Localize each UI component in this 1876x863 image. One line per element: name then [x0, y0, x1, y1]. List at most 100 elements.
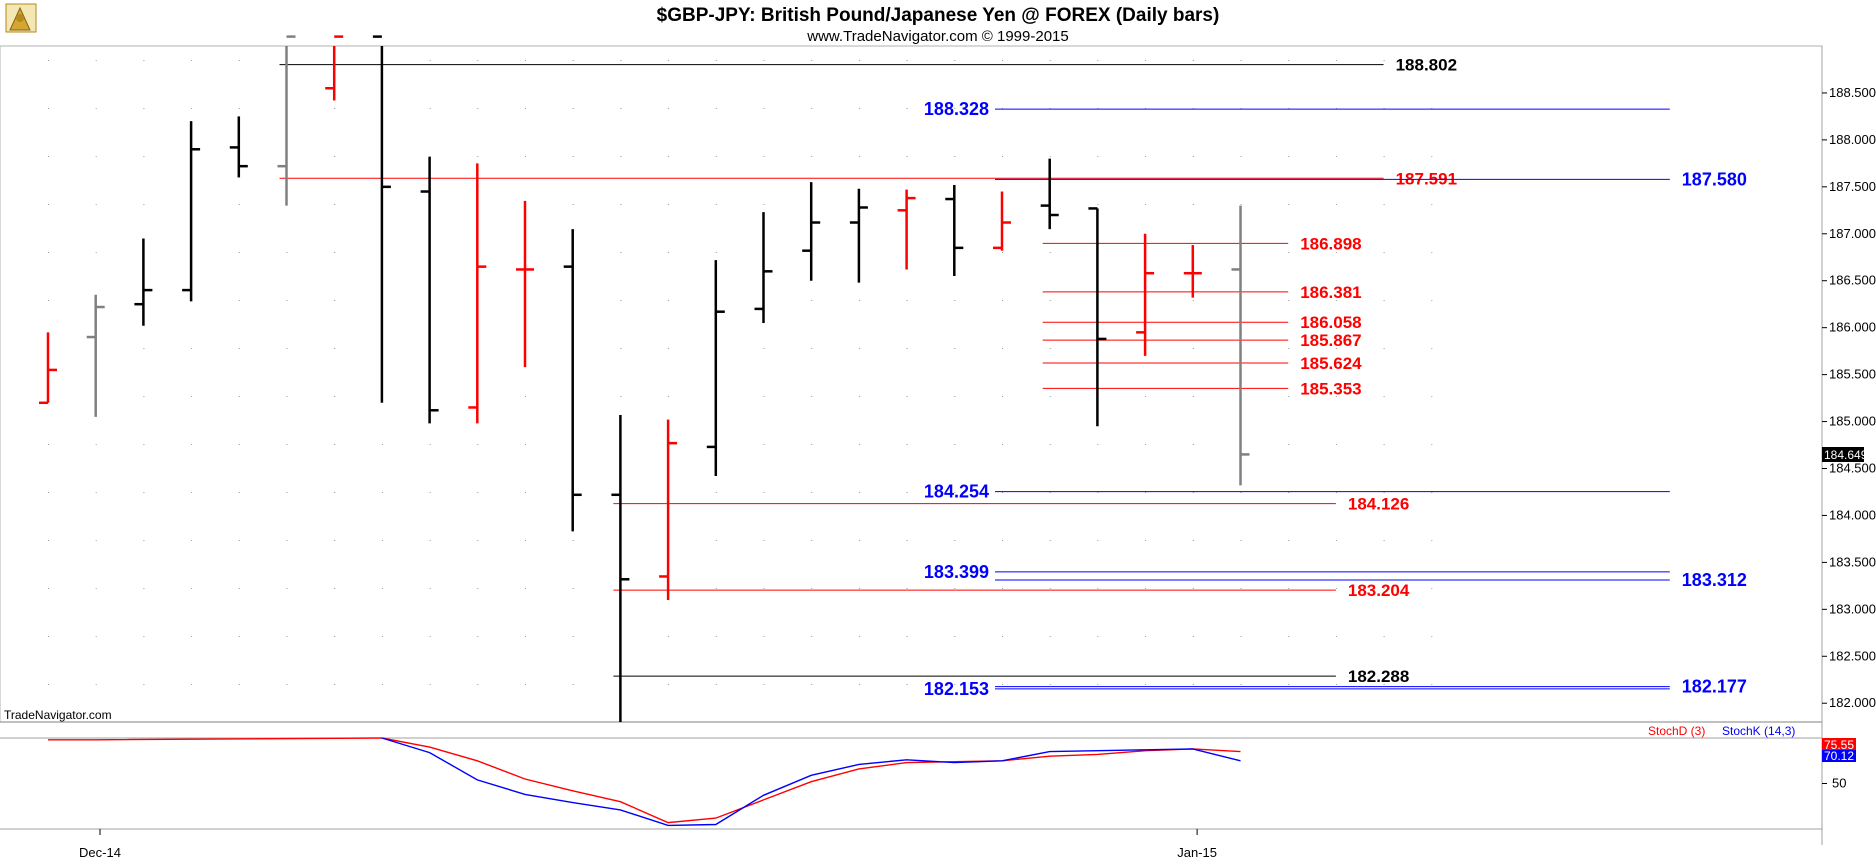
grid-dot [525, 588, 526, 589]
grid-dot [906, 300, 908, 301]
grid-dot [286, 636, 288, 637]
grid-dot [763, 204, 765, 205]
grid-dot [95, 252, 97, 253]
grid-dot [763, 60, 765, 61]
grid-dot [1145, 60, 1147, 61]
grid-dot [1145, 588, 1147, 589]
grid-dot [668, 300, 670, 301]
price-axis-tick-label: 183.000 [1829, 601, 1876, 616]
grid-dot [1288, 540, 1290, 541]
grid-dot [334, 444, 336, 445]
price-axis-tick-label: 182.000 [1829, 695, 1876, 710]
grid-dot [1240, 108, 1242, 109]
grid-dot [48, 108, 49, 109]
price-axis-tick-label: 184.500 [1829, 461, 1876, 476]
grid-dot [238, 636, 240, 637]
grid-dot [143, 684, 145, 685]
grid-dot [1288, 444, 1290, 445]
grid-dot [191, 492, 193, 493]
grid-dot [1002, 540, 1003, 541]
grid-dot [715, 540, 717, 541]
grid-dot [1192, 444, 1194, 445]
grid-dot [143, 636, 145, 637]
grid-dot [1335, 684, 1337, 685]
grid-dot [1097, 636, 1099, 637]
grid-dot [668, 252, 670, 253]
grid-dot [906, 60, 908, 61]
grid-dot [763, 492, 765, 493]
grid-dot [286, 252, 288, 253]
grid-dot [906, 444, 908, 445]
grid-dot [811, 492, 813, 493]
grid-dot [906, 348, 908, 349]
grid-dot [1431, 444, 1433, 445]
grid-dot [525, 492, 526, 493]
grid-dot [525, 108, 526, 109]
grid-dot [1002, 60, 1003, 61]
grid-dot [1288, 588, 1290, 589]
level-label: 184.254 [924, 482, 989, 502]
grid-dot [1335, 348, 1337, 349]
grid-dot [95, 204, 97, 205]
grid-dot [429, 636, 431, 637]
stochastic-series-line [381, 737, 1241, 827]
grid-dot [1383, 60, 1385, 61]
grid-dot [429, 108, 431, 109]
grid-dot [334, 684, 336, 685]
grid-dot [1049, 540, 1051, 541]
grid-dot [1049, 252, 1051, 253]
grid-dot [1383, 684, 1385, 685]
grid-dot [1145, 396, 1147, 397]
grid-dot [1145, 444, 1147, 445]
grid-dot [381, 684, 383, 685]
grid-dot [525, 636, 526, 637]
grid-dot [334, 204, 336, 205]
grid-dot [1002, 444, 1003, 445]
stoch-d-last-value: 75.55 [1824, 738, 1854, 752]
grid-dot [763, 444, 765, 445]
grid-dot [143, 156, 145, 157]
grid-dot [1288, 348, 1290, 349]
grid-dot [954, 444, 956, 445]
level-label: 188.328 [924, 99, 989, 119]
level-label: 183.312 [1682, 570, 1747, 590]
grid-dot [1288, 252, 1290, 253]
grid-dot [954, 108, 956, 109]
grid-dot [477, 636, 479, 637]
grid-dot [1002, 588, 1003, 589]
grid-dot [95, 60, 97, 61]
grid-dot [906, 588, 908, 589]
grid-dot [906, 108, 908, 109]
watermark-text: TradeNavigator.com [4, 708, 112, 722]
grid-dot [525, 156, 526, 157]
legend-stoch-d: StochD (3) [1648, 724, 1705, 738]
grid-dot [620, 300, 622, 301]
grid-dot [620, 108, 622, 109]
grid-dot [429, 588, 431, 589]
price-axis-tick-label: 182.500 [1829, 648, 1876, 663]
grid-dot [143, 108, 145, 109]
grid-dot [1097, 492, 1099, 493]
grid-dot [238, 684, 240, 685]
grid-dot [1145, 540, 1147, 541]
grid-dot [1145, 684, 1147, 685]
grid-dot [763, 156, 765, 157]
grid-dot [1431, 108, 1433, 109]
grid-dot [191, 108, 193, 109]
grid-dot [620, 204, 622, 205]
grid-dot [286, 684, 288, 685]
grid-dot [954, 300, 956, 301]
grid-dot [715, 636, 717, 637]
grid-dot [1097, 60, 1099, 61]
grid-dot [1431, 540, 1433, 541]
chart-title: $GBP-JPY: British Pound/Japanese Yen @ F… [657, 5, 1220, 26]
grid-dot [286, 444, 288, 445]
level-label: 184.126 [1348, 495, 1409, 514]
grid-dot [1097, 684, 1099, 685]
grid-dot [858, 444, 860, 445]
grid-dot [429, 156, 431, 157]
grid-dot [1192, 156, 1194, 157]
grid-dot [811, 108, 813, 109]
grid-dot [477, 684, 479, 685]
grid-dot [95, 156, 97, 157]
